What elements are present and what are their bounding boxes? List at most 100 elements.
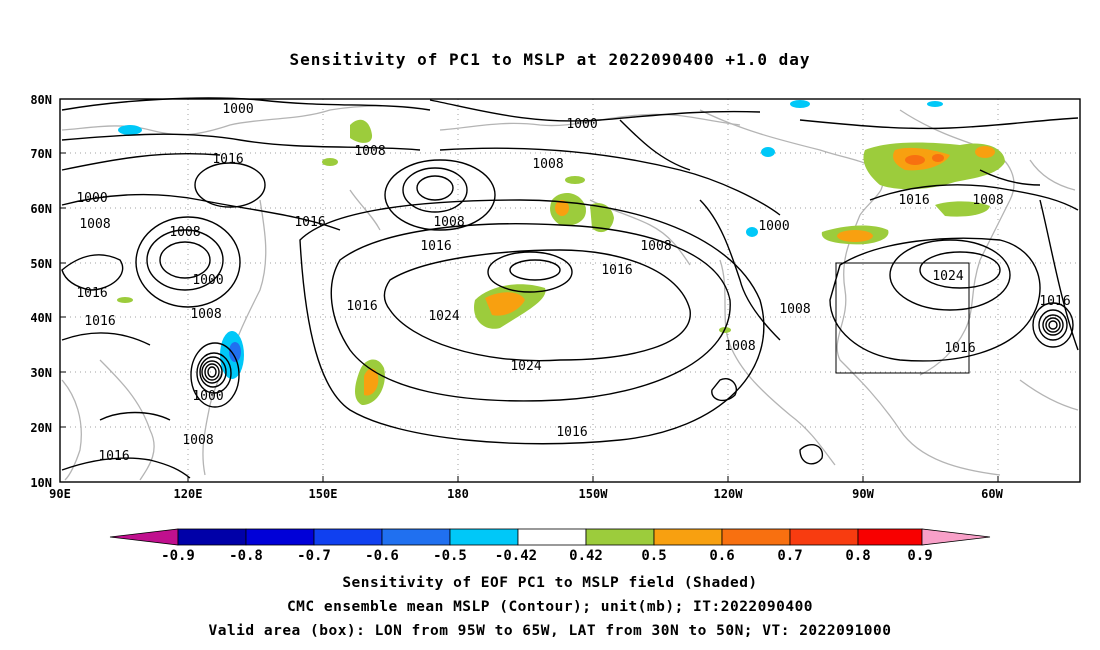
colorbar-label: 0.8 (845, 548, 870, 564)
lat-label: 70N (30, 147, 52, 161)
shade-positive-11 (935, 201, 990, 217)
colorbar-swatch (381, 528, 451, 546)
contour-label: 1024 (510, 359, 541, 374)
shade-positive-10 (975, 146, 995, 158)
contour-label: 1016 (601, 263, 632, 278)
colorbar-swatch (245, 528, 315, 546)
colorbar-swatch (653, 528, 723, 546)
colorbar-swatch (721, 528, 791, 546)
contour-label: 1008 (724, 339, 755, 354)
shade-positive-5-core (555, 200, 569, 216)
shade-positive-1 (350, 119, 373, 143)
shade-positive-4-core (485, 292, 525, 316)
caption-shading: Sensitivity of EOF PC1 to MSLP field (Sh… (342, 575, 758, 591)
lon-label: 180 (447, 487, 469, 501)
colorbar-swatch (177, 528, 247, 546)
contour-label: 1016 (294, 215, 325, 230)
contour-label: 1000 (192, 389, 223, 404)
shade-negative-north (118, 125, 142, 135)
shade-positive-6 (590, 203, 614, 233)
contour-label: 1024 (932, 269, 963, 284)
colorbar (109, 528, 991, 546)
colorbar-label: 0.6 (709, 548, 734, 564)
contour-label: 1016 (944, 341, 975, 356)
lon-label: 150W (579, 487, 609, 501)
contour-label: 1008 (79, 217, 110, 232)
tick-marks (60, 98, 999, 482)
lat-label: 10N (30, 476, 52, 490)
lon-label: 60W (981, 487, 1003, 501)
contour-label: 1000 (758, 219, 789, 234)
shade-positive-9-peak-2 (932, 154, 944, 162)
colorbar-swatch (449, 528, 519, 546)
colorbar-swatch (857, 528, 923, 546)
lat-label: 20N (30, 421, 52, 435)
latitude-labels: 80N 70N 60N 50N 40N 30N 20N 10N (30, 93, 52, 490)
colorbar-label: -0.7 (297, 548, 331, 564)
lon-label: 90E (49, 487, 71, 501)
contour-label: 1008 (640, 239, 671, 254)
lon-label: 150E (309, 487, 338, 501)
contour-label: 1008 (972, 193, 1003, 208)
contour-label: 1008 (433, 215, 464, 230)
lat-label: 50N (30, 257, 52, 271)
colorbar-label: -0.5 (433, 548, 467, 564)
contour-label: 1016 (1039, 294, 1070, 309)
shade-negative-arctic-2 (927, 101, 943, 107)
contour-label: 1000 (76, 191, 107, 206)
contour-label: 1024 (428, 309, 459, 324)
sensitivity-shading (117, 100, 1005, 405)
contour-labels: 1000 1000 1016 1008 1008 1000 1008 1016 … (76, 102, 1070, 464)
colorbar-label: -0.6 (365, 548, 399, 564)
contour-label: 1016 (556, 425, 587, 440)
shade-positive-7 (565, 176, 585, 184)
shade-negative-alaska (761, 147, 775, 157)
contour-label: 1008 (354, 144, 385, 159)
colorbar-swatch (585, 528, 655, 546)
map-title: Sensitivity of PC1 to MSLP at 2022090400… (289, 50, 811, 69)
colorbar-swatch (313, 528, 383, 546)
contour-label: 1016 (76, 286, 107, 301)
contour-label: 1008 (779, 302, 810, 317)
contour-label: 1016 (898, 193, 929, 208)
contour-label: 1008 (169, 225, 200, 240)
lat-label: 80N (30, 93, 52, 107)
colorbar-label: 0.5 (641, 548, 666, 564)
caption-valid-area: Valid area (box): LON from 95W to 65W, L… (208, 623, 892, 639)
lon-label: 90W (852, 487, 874, 501)
colorbar-label: -0.42 (495, 548, 537, 564)
contour-label: 1016 (420, 239, 451, 254)
lon-label: 120E (174, 487, 203, 501)
colorbar-swatch (517, 528, 587, 546)
colorbar-label: 0.9 (907, 548, 932, 564)
shade-negative-arctic (790, 100, 810, 108)
shade-positive-9-peak (905, 155, 925, 165)
caption-contour: CMC ensemble mean MSLP (Contour); unit(m… (286, 599, 814, 615)
colorbar-label: -0.8 (229, 548, 263, 564)
colorbar-left-arrow (109, 528, 179, 546)
colorbar-swatch (789, 528, 859, 546)
mslp-contours (61, 97, 1079, 479)
lon-label: 120W (714, 487, 744, 501)
contour-label: 1016 (346, 299, 377, 314)
colorbar-label: 0.42 (569, 548, 603, 564)
shade-positive-3-core (364, 368, 379, 396)
contour-label: 1016 (98, 449, 129, 464)
contour-label: 1008 (182, 433, 213, 448)
contour-label: 1008 (532, 157, 563, 172)
shade-positive-12 (117, 297, 133, 303)
shade-positive-2 (322, 158, 338, 166)
contour-label: 1000 (222, 102, 253, 117)
contour-label: 1016 (212, 152, 243, 167)
lat-label: 30N (30, 366, 52, 380)
colorbar-labels: -0.9 -0.8 -0.7 -0.6 -0.5 -0.42 0.42 0.5 … (161, 548, 933, 564)
map-frame (59, 98, 1081, 483)
lat-label: 60N (30, 202, 52, 216)
validity-box (835, 262, 970, 374)
contour-label: 1008 (190, 307, 221, 322)
shade-negative-gulf (746, 227, 758, 237)
contour-label: 1016 (84, 314, 115, 329)
colorbar-label: -0.9 (161, 548, 195, 564)
shade-positive-8-core (837, 230, 873, 242)
